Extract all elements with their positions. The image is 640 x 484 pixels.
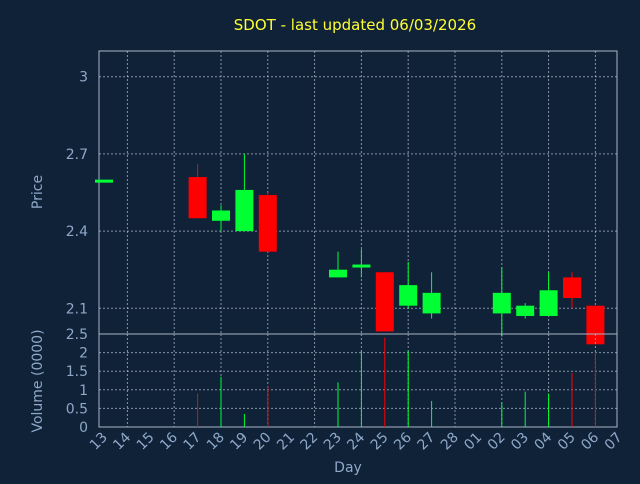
candles	[95, 153, 605, 345]
x-tick-label: 20	[251, 430, 275, 454]
candle-body	[492, 292, 511, 314]
x-tick-label: 27	[415, 430, 439, 454]
candle-body	[563, 277, 581, 298]
x-tick-label: 17	[181, 430, 205, 454]
volume-grid	[99, 334, 617, 427]
volume-y-ticks: 0 0.5 1 1.5 2 2.5	[66, 327, 88, 436]
x-tick-label: 19	[227, 430, 251, 454]
price-tick-label: 3	[79, 70, 88, 86]
volume-axis-label: Volume (0000)	[30, 329, 46, 432]
candle	[329, 251, 347, 278]
candle	[563, 272, 581, 309]
candle-body	[95, 179, 113, 183]
x-tick-label: 15	[134, 430, 158, 454]
volume-tick-label: 2.5	[66, 327, 88, 343]
x-tick-label: 18	[204, 430, 228, 454]
candle-body	[258, 195, 277, 252]
candle	[375, 272, 394, 332]
x-tick-label: 01	[461, 430, 485, 454]
volume-tick-label: 0.5	[66, 401, 88, 417]
price-panel: 2.1 2.4 2.7 3 Price	[30, 50, 618, 345]
x-tick-label: 22	[298, 430, 322, 454]
x-axis-label: Day	[334, 460, 362, 476]
x-tick-labels: 13 14 15 16 17 18 19 20 21 22 23 24 25 26 27 28 01 02 03 04…	[87, 429, 626, 453]
candle	[539, 272, 558, 316]
x-tick-label: 28	[438, 430, 462, 454]
candle-body	[399, 285, 418, 306]
volume-panel: 0 0.5 1 1.5 2 2.5 Volume (0000)	[30, 327, 618, 436]
price-y-ticks: 2.1 2.4 2.7 3	[66, 70, 88, 318]
x-tick-label: 26	[391, 429, 415, 453]
candle	[516, 303, 535, 319]
x-tick-label: 02	[485, 430, 509, 454]
candle-body	[329, 269, 347, 278]
candle	[422, 272, 441, 319]
candle	[212, 205, 230, 232]
x-tick-label: 07	[602, 430, 626, 454]
candle	[258, 192, 277, 252]
volume-tick-label: 1	[79, 383, 88, 399]
x-tick-label: 25	[368, 430, 392, 454]
price-tick-label: 2.1	[66, 301, 88, 317]
x-tick-label: 14	[110, 429, 134, 453]
volume-plot-border	[98, 333, 618, 428]
price-tick-label: 2.7	[66, 147, 88, 163]
candle	[492, 267, 511, 337]
candle	[95, 179, 113, 183]
candle	[399, 261, 418, 309]
x-tick-label: 06	[578, 429, 602, 453]
volume-tick-label: 1.5	[66, 364, 88, 380]
candle-body	[212, 210, 230, 221]
candle-body	[539, 290, 558, 316]
volume-tick-label: 0	[79, 420, 88, 436]
candle-body	[375, 272, 394, 332]
candle	[586, 305, 605, 345]
price-axis-label: Price	[30, 175, 46, 209]
x-tick-label: 24	[344, 429, 368, 453]
x-tick-label: 16	[157, 429, 181, 453]
candle-body	[188, 177, 207, 219]
candle	[352, 249, 371, 278]
price-grid	[99, 51, 617, 334]
candle-body	[235, 189, 254, 232]
candle-body	[352, 264, 371, 268]
x-tick-label: 04	[532, 429, 556, 453]
x-tick-label: 03	[508, 430, 532, 454]
x-tick-label: 21	[274, 430, 298, 454]
price-tick-label: 2.4	[66, 224, 88, 240]
volume-bars	[197, 337, 596, 427]
price-plot-border	[98, 50, 618, 335]
candle-body	[586, 305, 605, 345]
x-tick-label: 23	[321, 430, 345, 454]
candle	[235, 153, 254, 232]
x-tick-label: 05	[555, 430, 579, 454]
volume-tick-label: 2	[79, 346, 88, 362]
candle-body	[422, 292, 441, 314]
x-tick-label: 13	[87, 430, 111, 454]
candle	[188, 164, 207, 219]
candle-body	[516, 305, 535, 316]
chart-title: SDOT - last updated 06/03/2026	[234, 16, 476, 34]
